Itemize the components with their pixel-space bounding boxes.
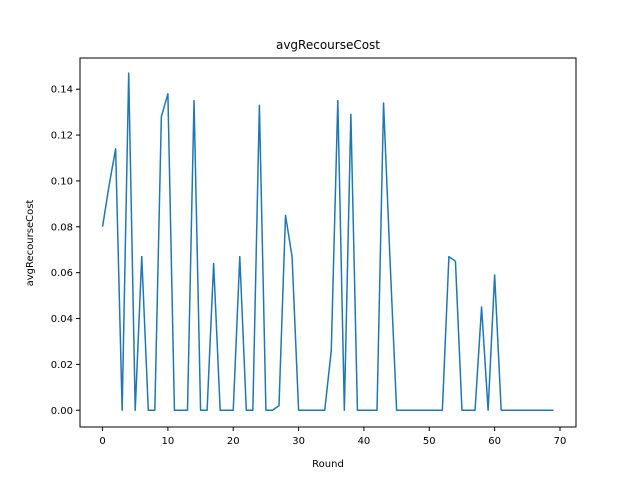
- x-tick-label: 0: [99, 436, 105, 447]
- y-tick-label: 0.14: [51, 85, 73, 96]
- x-tick-label: 10: [162, 436, 175, 447]
- x-tick-label: 40: [358, 436, 371, 447]
- x-tick-label: 30: [292, 436, 305, 447]
- series-line: [101, 72, 554, 412]
- x-axis-ticks: 0 10 20 30 40 50 60 70: [99, 427, 566, 447]
- chart-title: avgRecourseCost: [276, 38, 380, 52]
- y-tick-label: 0.08: [51, 222, 73, 233]
- x-tick-label: 60: [488, 436, 501, 447]
- plot-frame: [79, 57, 577, 428]
- y-tick-label: 0.00: [51, 406, 73, 417]
- plot-series: [101, 72, 554, 412]
- x-tick-label: 70: [554, 436, 567, 447]
- y-axis-ticks: 0.00 0.02 0.04 0.06 0.08 0.10 0.12 0.14: [51, 85, 80, 417]
- y-tick-label: 0.02: [51, 360, 73, 371]
- y-tick-label: 0.04: [51, 314, 73, 325]
- y-tick-label: 0.12: [51, 131, 73, 142]
- y-tick-label: 0.06: [51, 268, 73, 279]
- y-axis-label: avgRecourseCost: [25, 200, 36, 287]
- y-tick-label: 0.10: [51, 176, 73, 187]
- x-tick-label: 50: [423, 436, 436, 447]
- x-tick-label: 20: [227, 436, 240, 447]
- x-axis-label: Round: [312, 459, 344, 470]
